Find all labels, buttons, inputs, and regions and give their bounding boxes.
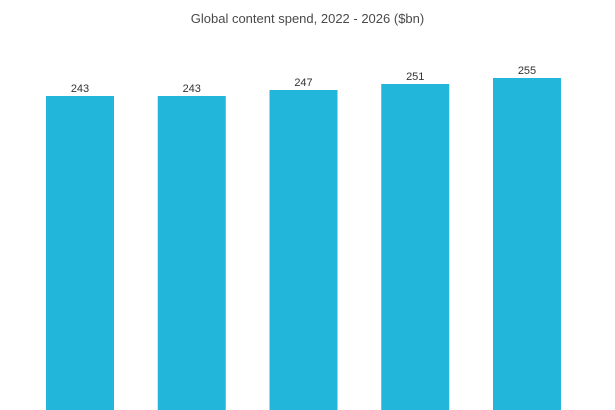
bar-value-label-4: 251 (406, 71, 424, 83)
bar-value-label-1: 243 (71, 83, 89, 95)
data-labels-group: 243 243 247 251 255 (71, 65, 536, 95)
bar-4 (381, 84, 450, 410)
bar-1 (46, 96, 114, 410)
bar-5 (493, 78, 561, 410)
chart-title: Global content spend, 2022 - 2026 ($bn) (190, 11, 425, 26)
bar-3 (269, 90, 338, 410)
bar-2 (157, 96, 226, 410)
bar-value-label-3: 247 (294, 77, 312, 89)
bars-group (46, 78, 561, 410)
bar-value-label-5: 255 (518, 65, 536, 77)
bar-value-label-2: 243 (183, 83, 201, 95)
